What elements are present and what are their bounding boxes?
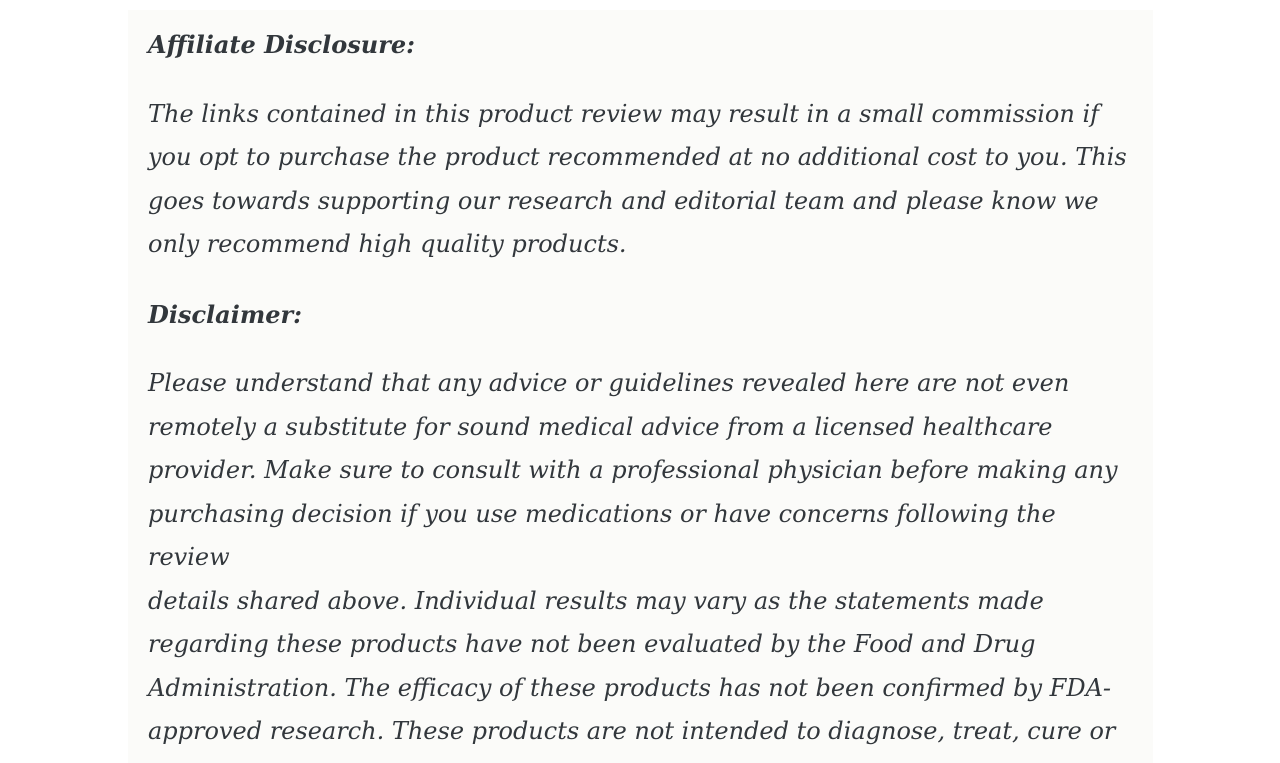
article-content: Affiliate Disclosure: The links containe…	[128, 10, 1153, 763]
disclaimer-heading: Disclaimer:	[148, 299, 303, 329]
affiliate-disclosure-heading: Affiliate Disclosure:	[148, 30, 415, 59]
disclaimer-paragraph: Please understand that any advice or gui…	[148, 369, 1118, 763]
affiliate-disclosure-paragraph: The links contained in this product revi…	[148, 99, 1127, 259]
